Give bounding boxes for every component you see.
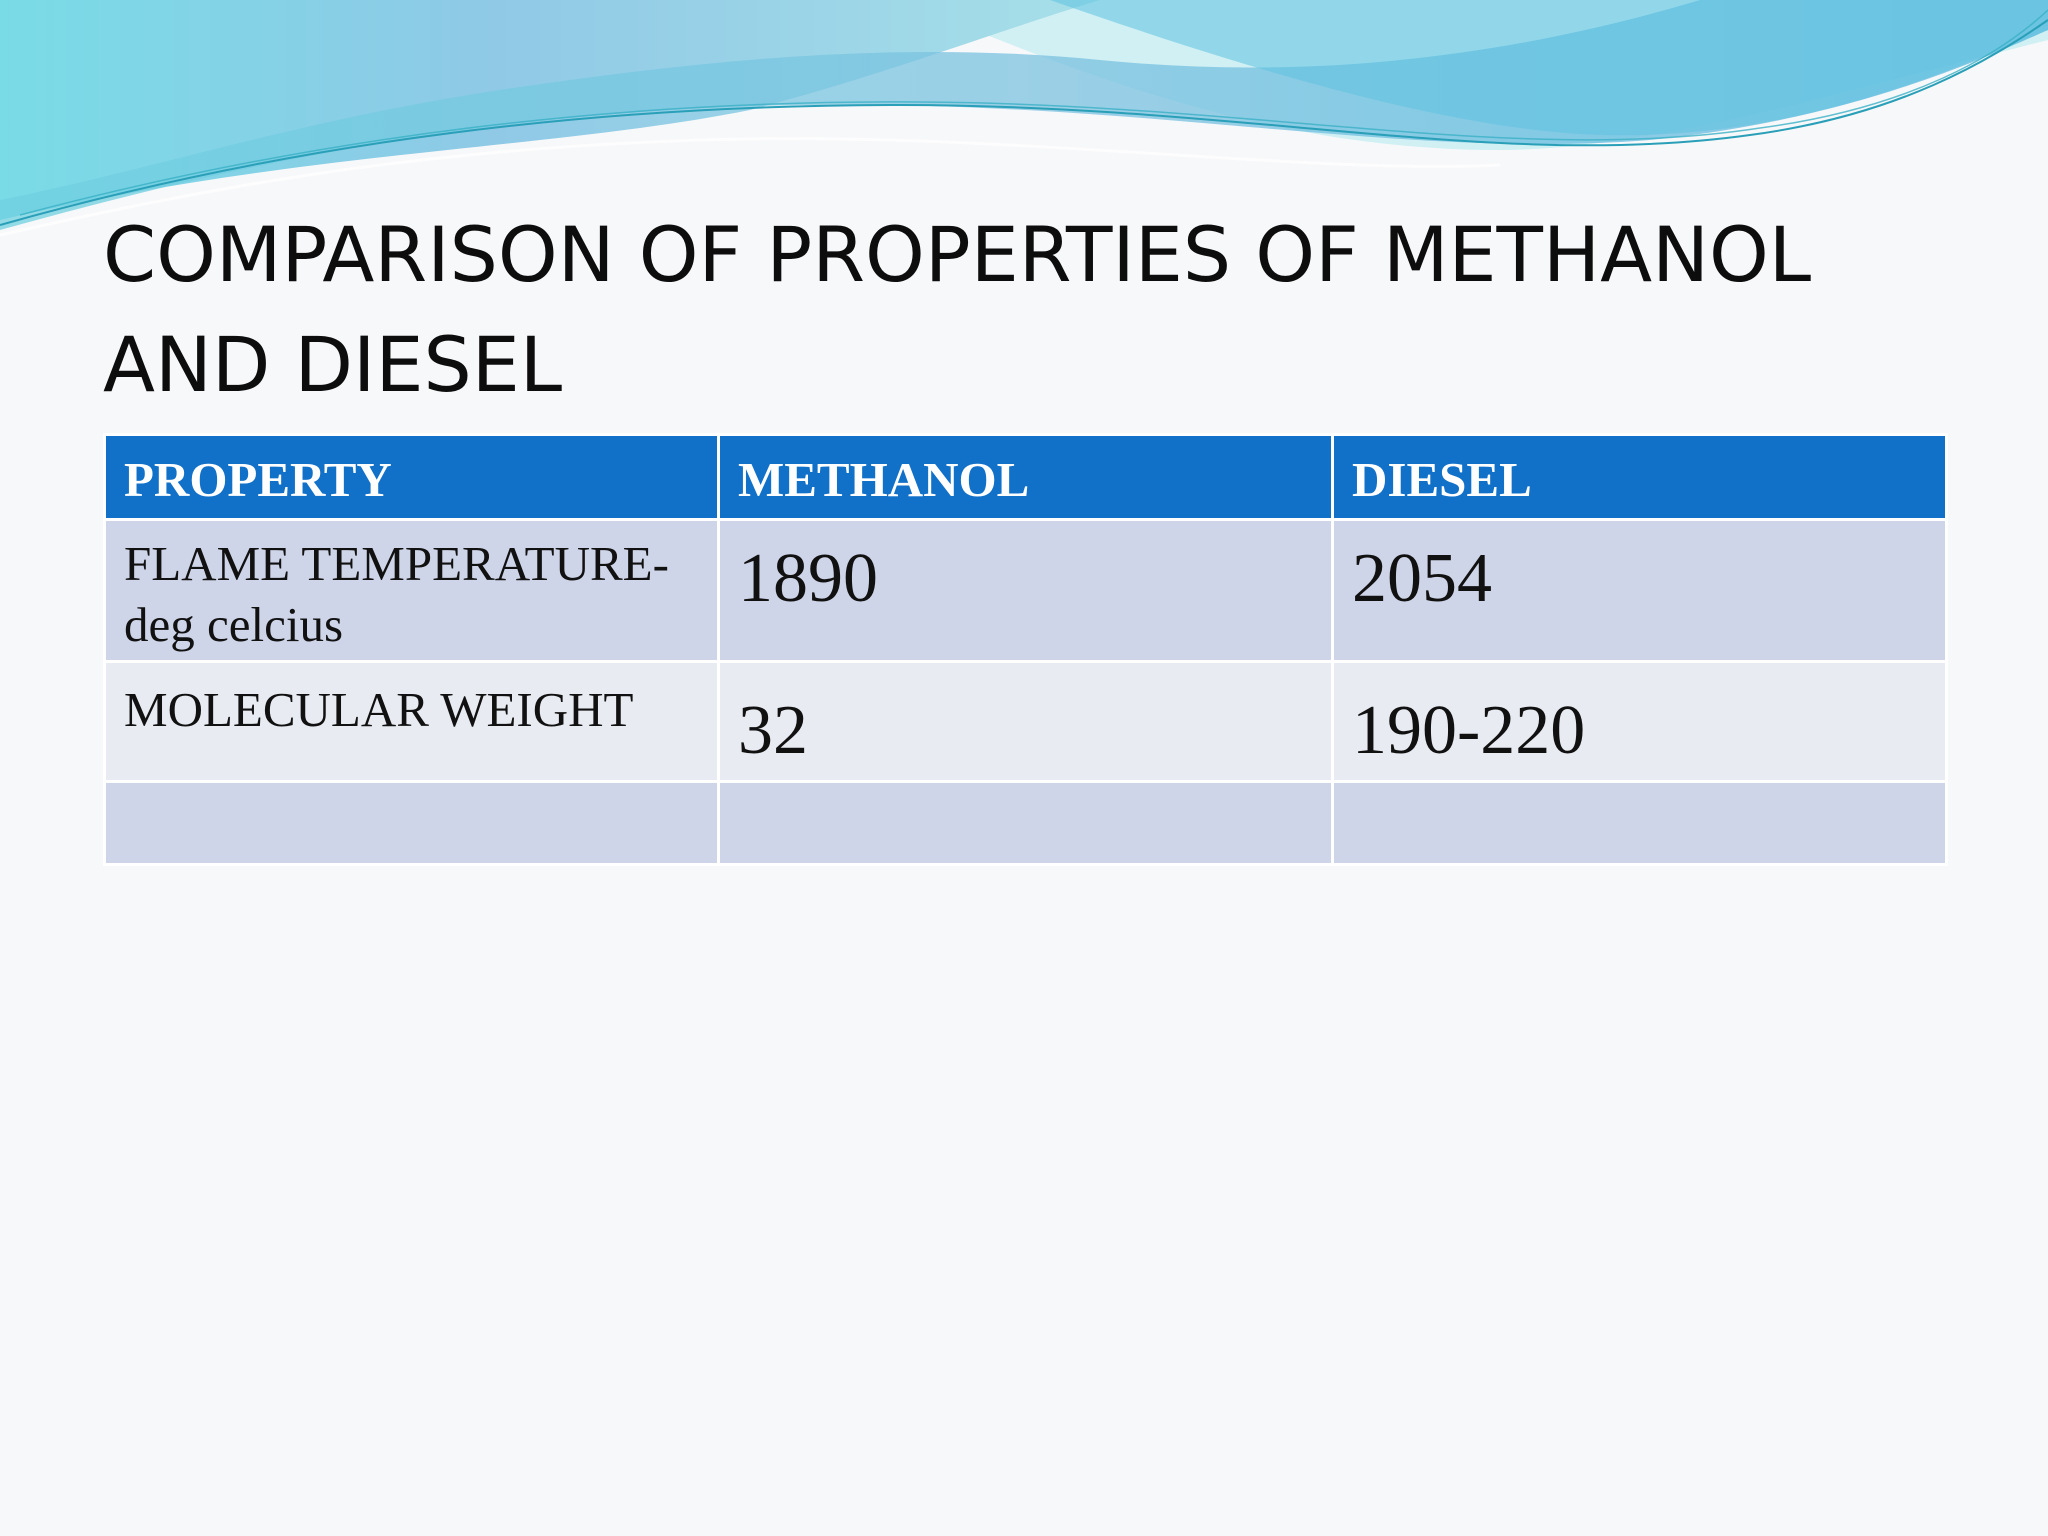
property-label [124,783,699,795]
diesel-cell [1331,780,1948,866]
header-property: PROPERTY [103,433,720,521]
property-label: MOLECULAR WEIGHT [124,682,634,737]
header-diesel: DIESEL [1331,433,1948,521]
properties-table: PROPERTY METHANOL DIESEL FLAME TEMPERATU… [103,433,1948,866]
header-methanol: METHANOL [717,433,1334,521]
methanol-cell [717,780,1334,866]
property-cell [103,780,720,866]
table-row-empty [103,780,1948,866]
diesel-cell: 2054 [1331,518,1948,663]
property-label: FLAME TEMPERATURE-deg celcius [124,536,669,652]
diesel-value [1352,783,1927,801]
slide-title: COMPARISON OF PROPERTIES OF METHANOL AND… [103,210,1812,409]
methanol-cell: 32 [717,660,1334,783]
diesel-cell: 190-220 [1331,660,1948,783]
table-row: MOLECULAR WEIGHT 32 190-220 [103,660,1948,783]
diesel-value: 190-220 [1352,692,1586,769]
methanol-value: 32 [738,692,808,769]
diesel-value: 2054 [1352,540,1492,617]
property-cell: MOLECULAR WEIGHT [103,660,720,783]
methanol-cell: 1890 [717,518,1334,663]
decorative-wave-banner [0,0,2048,237]
methanol-value [738,783,1313,801]
table-row: FLAME TEMPERATURE-deg celcius 1890 2054 [103,518,1948,663]
methanol-value: 1890 [738,540,878,617]
property-cell: FLAME TEMPERATURE-deg celcius [103,518,720,663]
table-header-row: PROPERTY METHANOL DIESEL [103,433,1948,521]
